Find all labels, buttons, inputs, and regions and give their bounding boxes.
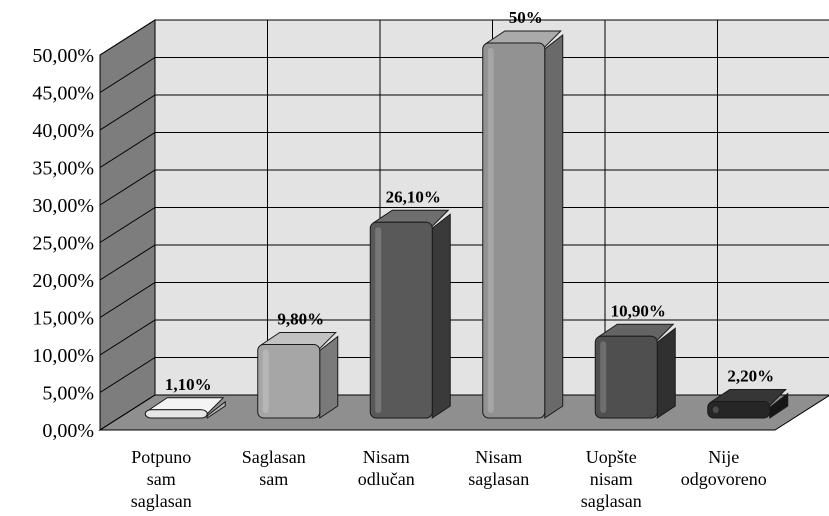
y-axis: 0,00% 5,00% 10,00% 15,00% 20,00% 25,00% 30,00%… [32,45,94,442]
y-tick-label: 45,00% [32,83,94,105]
x-tick-label: Potpuno [131,447,191,467]
bar-highlight [600,341,607,413]
bars [144,30,789,419]
x-tick-label: saglasan [581,491,642,511]
bar-front [707,401,771,419]
y-tick-label: 15,00% [32,308,94,330]
bar-side [206,400,226,419]
y-tick-label: 10,00% [32,345,94,367]
x-tick-label: Nisam [363,447,410,467]
data-label: 10,90% [611,301,666,320]
data-label: 1,10% [165,375,212,394]
bar-side [656,327,676,419]
bar [144,397,226,419]
y-tick-label: 35,00% [32,158,94,180]
bar-highlight [712,406,719,413]
bar [369,209,451,419]
bar [707,389,789,419]
y-tick-label: 50,00% [32,45,94,67]
bar-front [257,344,321,419]
x-tick-label: sam [147,469,176,489]
x-tick-label: Uopšte [586,447,637,467]
bar-side [319,335,339,419]
bar-front [144,409,208,419]
bar-side [544,33,564,419]
bar [594,323,676,419]
x-tick-label: nisam [590,469,633,489]
y-tick-label: 30,00% [32,195,94,217]
data-label: 50% [509,8,543,27]
x-tick-label: saglasan [468,469,529,489]
bar-side [431,213,451,419]
chart-walls [98,19,829,431]
x-axis: PotpunosamsaglasanSaglasansamNisamodluča… [131,447,767,511]
y-tick-label: 25,00% [32,233,94,255]
bar-highlight [487,48,494,413]
gridlines [99,19,829,431]
data-labels: 1,10% 9,80% 26,10% 50% 10,90% 2,20% [165,8,774,394]
x-tick-label: Saglasan [242,447,306,467]
x-tick-label: saglasan [131,491,192,511]
data-label: 2,20% [727,367,774,386]
bar-highlight [262,349,269,413]
y-tick-label: 40,00% [32,120,94,142]
bar-front [369,221,433,419]
x-tick-label: Nije [708,447,739,467]
bar [257,332,339,419]
y-tick-label: 20,00% [32,270,94,292]
x-tick-label: sam [259,469,288,489]
bar-highlight [375,227,382,413]
x-tick-label: Nisam [475,447,522,467]
y-tick-label: 0,00% [42,420,94,442]
y-tick-label: 5,00% [42,383,94,405]
x-tick-label: odlučan [358,469,415,489]
x-tick-label: odgovoreno [681,469,767,489]
bar-front [594,335,658,419]
bar [482,30,564,419]
bar-front [482,42,546,419]
data-label: 26,10% [386,187,441,206]
data-label: 9,80% [277,310,324,329]
